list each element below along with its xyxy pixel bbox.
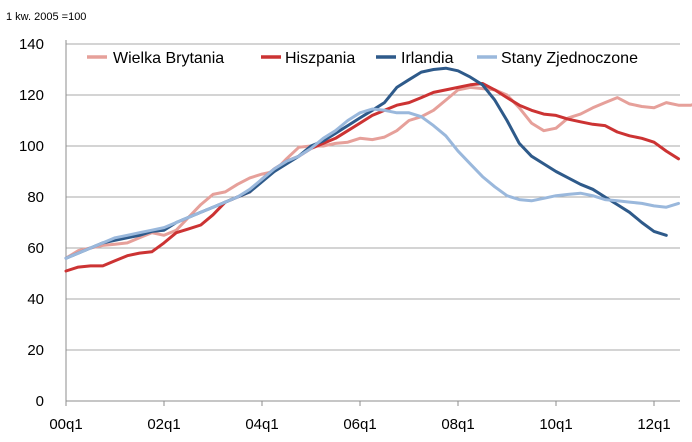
series-line-2 — [64, 66, 668, 260]
series-lines — [64, 66, 692, 273]
x-tick-label: 02q1 — [147, 416, 180, 433]
legend-label: Wielka Brytania — [113, 50, 224, 67]
legend-label: Irlandia — [401, 50, 454, 67]
legend-label: Hiszpania — [285, 50, 355, 67]
x-tick-label: 00q1 — [49, 416, 82, 433]
series-line-3 — [64, 107, 680, 260]
x-tick-label: 12q1 — [637, 416, 670, 433]
y-tick-label: 100 — [19, 138, 44, 155]
y-tick-label: 60 — [27, 240, 44, 257]
axes — [65, 40, 680, 406]
y-tick-label: 120 — [19, 87, 44, 104]
series-line-0 — [64, 85, 692, 260]
y-tick-label: 0 — [36, 393, 44, 410]
y-tick-label: 40 — [27, 291, 44, 308]
x-tick-label: 04q1 — [245, 416, 278, 433]
unit-label: 1 kw. 2005 =100 — [6, 11, 86, 23]
y-tick-label: 140 — [19, 36, 44, 53]
gridlines — [66, 43, 680, 351]
x-tick-label: 06q1 — [343, 416, 376, 433]
y-tick-label: 80 — [27, 189, 44, 206]
x-tick-labels: 00q1 02q1 04q1 06q1 08q1 10q1 12q1 — [49, 416, 670, 433]
y-tick-labels: 0 20 40 60 80 100 120 140 — [19, 36, 44, 410]
legend-label: Stany Zjednoczone — [501, 50, 638, 67]
y-tick-label: 20 — [27, 342, 44, 359]
legend: Wielka Brytania Hiszpania Irlandia Stany Zj… — [87, 50, 638, 67]
series-line-1 — [64, 82, 680, 273]
x-tick-label: 10q1 — [539, 416, 572, 433]
x-tick-label: 08q1 — [441, 416, 474, 433]
